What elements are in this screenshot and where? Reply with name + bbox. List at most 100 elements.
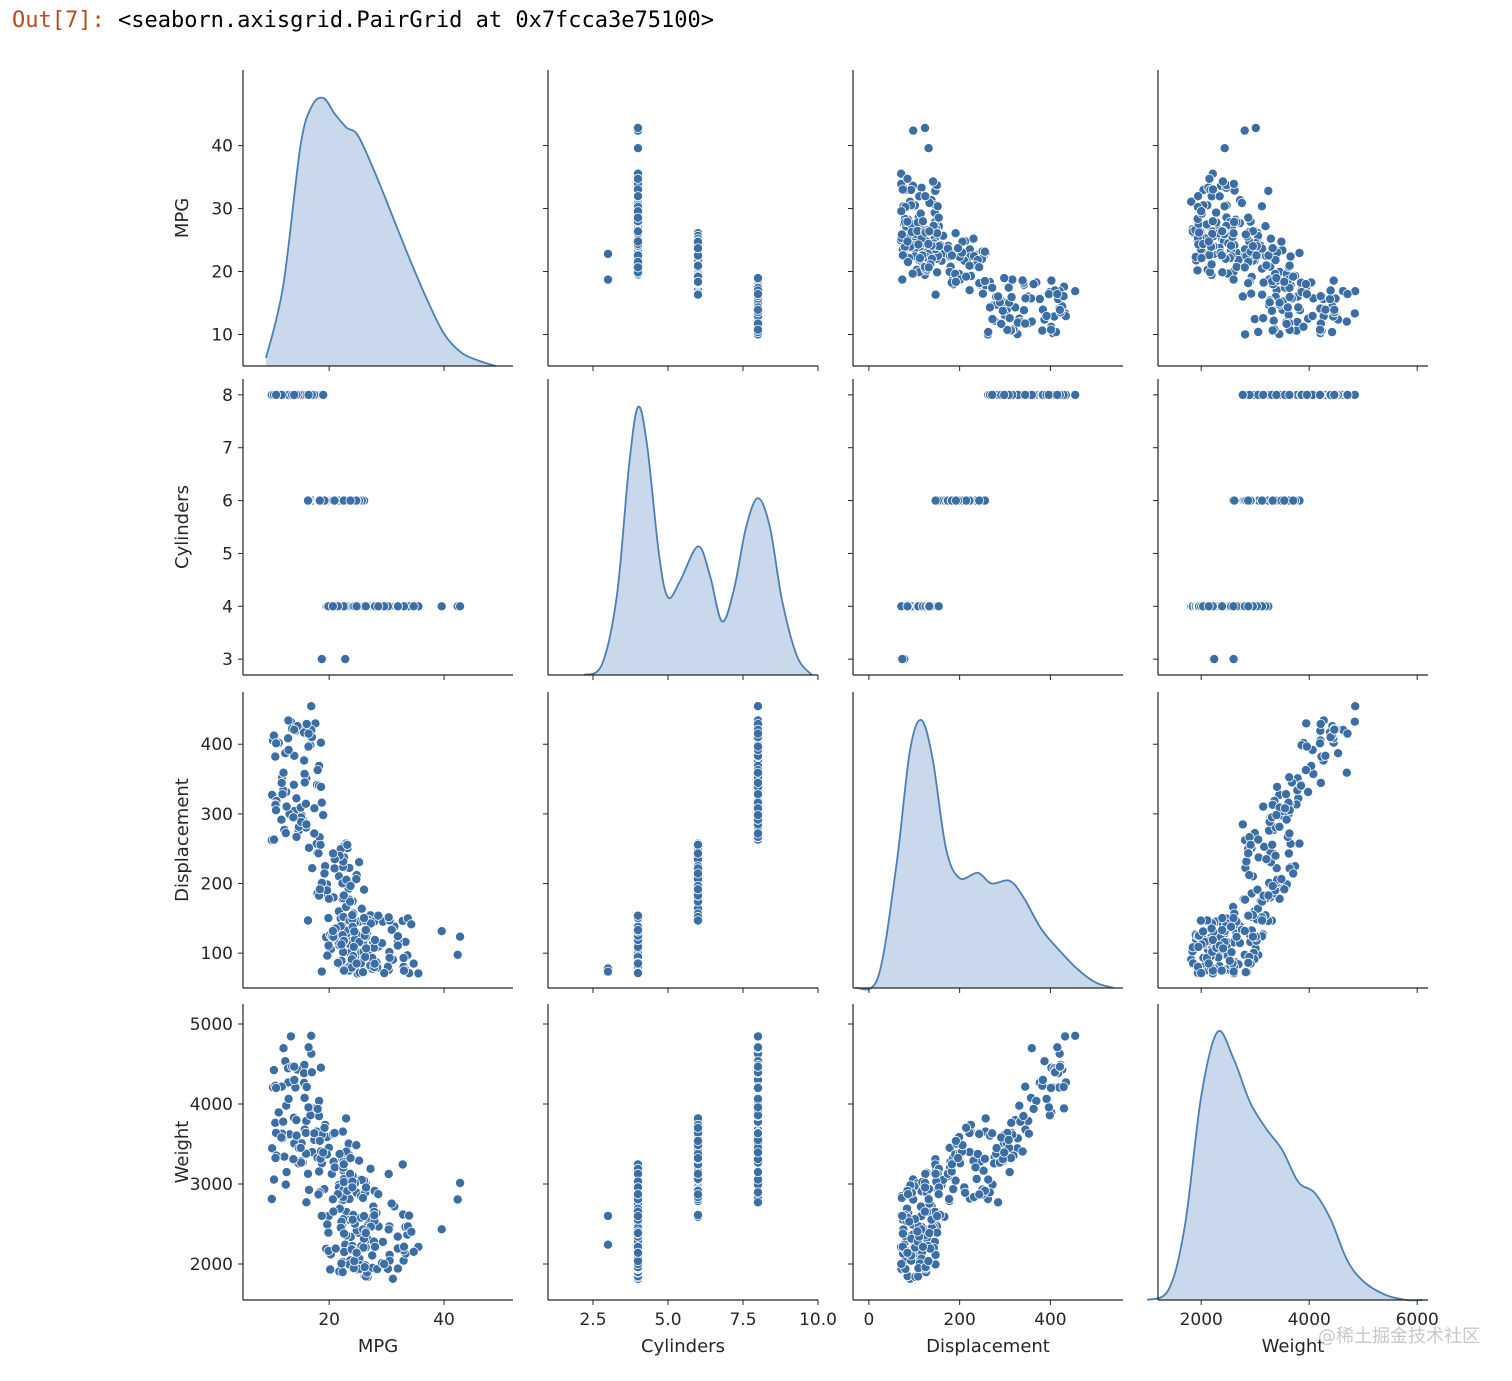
scatter-point xyxy=(896,206,907,217)
scatter-point xyxy=(1247,241,1258,252)
scatter-point xyxy=(753,289,764,300)
panel-mpg-vs-mpg: 10 20 30 40 xyxy=(211,70,513,371)
scatter-point xyxy=(983,326,994,337)
scatter-point xyxy=(1226,947,1237,958)
scatter-point xyxy=(322,950,333,961)
scatter-point xyxy=(693,868,704,879)
scatter-point xyxy=(1279,276,1290,287)
scatter-point xyxy=(373,601,384,612)
scatter-point xyxy=(960,1187,971,1198)
y-tick-label: 20 xyxy=(211,263,233,283)
scatter-point xyxy=(1329,724,1340,735)
scatter-point xyxy=(1243,957,1254,968)
scatter-point xyxy=(1203,958,1214,969)
scatter-point xyxy=(1217,913,1228,924)
scatter-point xyxy=(351,601,362,612)
scatter-point xyxy=(907,268,918,279)
scatter-point xyxy=(1217,925,1228,936)
scatter-point xyxy=(340,654,351,665)
scatter-point xyxy=(1342,289,1353,300)
scatter-point xyxy=(950,1135,961,1146)
scatter-point xyxy=(318,1147,329,1158)
x-axis-label-weight: Weight xyxy=(1262,1336,1325,1357)
scatter-point xyxy=(1041,1093,1052,1104)
scatter-point xyxy=(1247,931,1258,942)
scatter-point xyxy=(753,273,764,284)
scatter-point xyxy=(360,1182,371,1193)
scatter-point xyxy=(1028,1103,1039,1114)
scatter-point xyxy=(316,966,327,977)
scatter-point xyxy=(1203,601,1214,612)
scatter-point xyxy=(753,1197,764,1208)
scatter-point xyxy=(753,1083,764,1094)
scatter-point xyxy=(1253,326,1264,337)
scatter-point xyxy=(1070,1030,1081,1041)
scatter-point xyxy=(347,910,358,921)
scatter-point xyxy=(436,926,447,937)
scatter-point xyxy=(337,1126,348,1137)
scatter-point xyxy=(1217,267,1228,278)
scatter-point xyxy=(908,125,919,136)
scatter-point xyxy=(944,1194,955,1205)
scatter-point xyxy=(753,1042,764,1053)
scatter-point xyxy=(319,868,330,879)
scatter-point xyxy=(315,781,326,792)
scatter-point xyxy=(753,304,764,315)
scatter-point xyxy=(283,1093,294,1104)
scatter-point xyxy=(1300,765,1311,776)
scatter-point xyxy=(1243,278,1254,289)
scatter-point xyxy=(932,267,943,278)
scatter-point xyxy=(283,733,294,744)
scatter-point xyxy=(1196,253,1207,264)
scatter-point xyxy=(603,248,614,259)
scatter-point xyxy=(633,143,644,154)
scatter-point xyxy=(1054,304,1065,315)
panel-weight-vs-weight: 2000 4000 6000 xyxy=(1146,1004,1439,1330)
scatter-point xyxy=(285,1031,296,1042)
scatter-point xyxy=(1281,789,1292,800)
scatter-point xyxy=(603,966,614,977)
scatter-point xyxy=(1060,1031,1071,1042)
scatter-point xyxy=(1301,389,1312,400)
scatter-point xyxy=(1267,881,1278,892)
scatter-point xyxy=(268,1174,279,1185)
scatter-point xyxy=(369,1241,380,1252)
scatter-point xyxy=(897,250,908,261)
scatter-point xyxy=(1256,201,1267,212)
scatter-point xyxy=(1288,868,1299,879)
scatter-point xyxy=(1328,275,1339,286)
scatter-point xyxy=(342,839,353,850)
scatter-point xyxy=(1019,305,1030,316)
kde-fill-cylinders xyxy=(584,406,812,675)
scatter-point xyxy=(1243,910,1254,921)
scatter-point xyxy=(1301,289,1312,300)
scatter-point xyxy=(338,1228,349,1239)
scatter-point xyxy=(1217,176,1228,187)
scatter-point xyxy=(1229,495,1240,506)
scatter-point xyxy=(932,1211,943,1222)
panel-cylinders-vs-cylinders xyxy=(547,379,819,680)
scatter-point xyxy=(1257,289,1268,300)
scatter-point xyxy=(964,260,975,271)
scatter-point xyxy=(1282,302,1293,313)
scatter-point xyxy=(392,931,403,942)
scatter-point xyxy=(1315,324,1326,335)
scatter-point xyxy=(896,229,907,240)
scatter-point xyxy=(902,236,913,247)
x-tick-label: 40 xyxy=(433,1310,455,1330)
scatter-point xyxy=(307,863,318,874)
scatter-point xyxy=(1052,289,1063,300)
scatter-point xyxy=(919,1206,930,1217)
scatter-point xyxy=(693,243,704,254)
scatter-point xyxy=(1243,848,1254,859)
scatter-point xyxy=(358,913,369,924)
scatter-point xyxy=(345,881,356,892)
scatter-point xyxy=(271,389,282,400)
scatter-point xyxy=(299,769,310,780)
scatter-point xyxy=(1261,260,1272,271)
scatter-point xyxy=(693,1122,704,1133)
scatter-point xyxy=(315,1062,326,1073)
scatter-point xyxy=(603,1239,614,1250)
scatter-point xyxy=(1196,206,1207,217)
scatter-point xyxy=(314,884,325,895)
